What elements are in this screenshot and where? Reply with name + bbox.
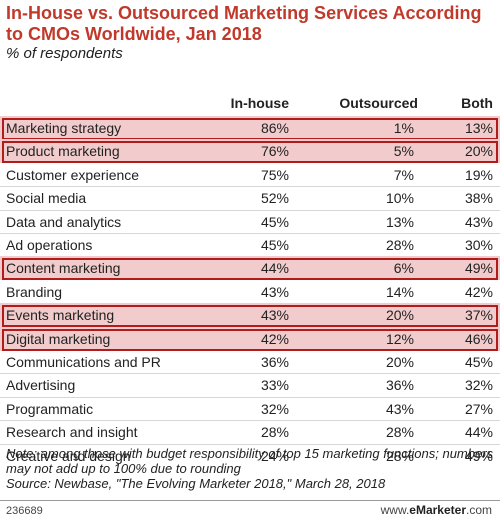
cell-outsourced: 28%: [385, 447, 414, 464]
cell-outsourced: 7%: [393, 166, 414, 183]
cell-in-house: 45%: [260, 213, 289, 230]
row-label: Marketing strategy: [6, 120, 122, 136]
cell-in-house: 42%: [260, 330, 289, 347]
row-divider: [0, 209, 500, 211]
cell-in-house: 44%: [260, 260, 289, 277]
row-label: Communications and PR: [6, 354, 161, 370]
row-label: Content marketing: [6, 260, 121, 277]
cell-both: 37%: [464, 307, 493, 324]
row-label: Digital marketing: [6, 330, 111, 347]
footer-divider: [0, 500, 500, 501]
row-label: Customer experience: [6, 166, 140, 183]
cell-both: 46%: [464, 330, 493, 347]
table-row: Research and insight 28% 28% 44%: [0, 420, 500, 444]
cell-in-house: 76%: [260, 143, 289, 160]
chart-note: Note: among those with budget responsibi…: [6, 446, 496, 491]
row-divider: [0, 396, 500, 398]
table-row: Advertising 33% 36% 32%: [0, 373, 500, 397]
row-label: Research and insight: [6, 424, 138, 441]
table-row: Product marketing 76% 5% 20%: [0, 139, 500, 164]
table-row: Social media 52% 10% 38%: [0, 186, 500, 210]
cell-in-house: 43%: [260, 283, 289, 300]
cell-outsourced: 28%: [385, 424, 414, 441]
table-row: Digital marketing 42% 12% 46%: [0, 326, 500, 351]
table-row: Branding 43% 14% 42%: [0, 280, 500, 304]
cell-in-house: 86%: [260, 120, 289, 136]
row-label: Programmatic: [6, 400, 94, 417]
cell-both: 44%: [464, 424, 493, 441]
table-row: Content marketing 44% 6% 49%: [0, 256, 500, 281]
cell-in-house: 45%: [260, 237, 289, 253]
chart-subtitle: % of respondents: [6, 45, 123, 62]
cell-both: 45%: [464, 354, 493, 370]
cell-in-house: 36%: [260, 354, 289, 370]
column-header-in-house: In-house: [230, 95, 289, 111]
row-label: Social media: [6, 190, 87, 207]
cell-in-house: 28%: [260, 424, 289, 441]
row-label: Advertising: [6, 377, 76, 394]
cell-outsourced: 6%: [393, 260, 414, 277]
cell-outsourced: 5%: [393, 143, 414, 160]
cell-outsourced: 20%: [385, 354, 414, 370]
cell-in-house: 24%: [260, 447, 289, 464]
cell-both: 42%: [464, 283, 493, 300]
table-row: Customer experience 75% 7% 19%: [0, 163, 500, 187]
cell-both: 13%: [464, 120, 493, 136]
row-divider: [0, 420, 500, 422]
source-text: Source: Newbase, "The Evolving Marketer …: [6, 476, 386, 491]
row-label: Data and analytics: [6, 213, 122, 230]
cell-both: 19%: [464, 166, 493, 183]
table-row: Ad operations 45% 28% 30%: [0, 233, 500, 257]
cell-outsourced: 12%: [385, 330, 414, 347]
cell-in-house: 32%: [260, 400, 289, 417]
cell-both: 43%: [464, 213, 493, 230]
row-label: Product marketing: [6, 143, 120, 160]
cell-outsourced: 20%: [385, 307, 414, 324]
brand-name: eMarketer: [409, 503, 466, 517]
cell-both: 27%: [464, 400, 493, 417]
cell-in-house: 33%: [260, 377, 289, 394]
table-row: Creative and design 24% 28% 49%: [0, 444, 500, 468]
table-row: Communications and PR 36% 20% 45%: [0, 350, 500, 374]
cell-outsourced: 43%: [385, 400, 414, 417]
brand-prefix: www.: [380, 503, 410, 517]
table-row: Programmatic 32% 43% 27%: [0, 397, 500, 421]
table-header: In-house Outsourced Both: [0, 93, 500, 113]
row-label: Branding: [6, 283, 63, 300]
cell-both: 30%: [464, 237, 493, 253]
brand-suffix: .com: [465, 503, 492, 517]
chart-id: 236689: [6, 505, 43, 517]
column-header-both: Both: [461, 95, 493, 111]
note-text: Note: among those with budget responsibi…: [6, 446, 494, 476]
cell-in-house: 43%: [260, 307, 289, 324]
row-divider: [0, 186, 500, 188]
cell-both: 32%: [464, 377, 493, 394]
row-label: Events marketing: [6, 307, 115, 324]
cell-in-house: 75%: [260, 166, 289, 183]
table-row: Data and analytics 45% 13% 43%: [0, 210, 500, 234]
brand-logo: www.eMarketer.com: [381, 502, 492, 518]
chart-title: In-House vs. Outsourced Marketing Servic…: [6, 3, 482, 44]
row-divider: [0, 373, 500, 375]
table-row: Events marketing 43% 20% 37%: [0, 303, 500, 328]
column-header-outsourced: Outsourced: [339, 95, 418, 111]
cell-both: 38%: [464, 190, 493, 207]
cell-outsourced: 36%: [385, 377, 414, 394]
cell-both: 49%: [464, 260, 493, 277]
row-divider: [0, 233, 500, 234]
row-label: Creative and design: [6, 447, 131, 464]
cell-outsourced: 1%: [393, 120, 414, 136]
row-label: Ad operations: [6, 237, 93, 253]
cell-outsourced: 13%: [385, 213, 414, 230]
cell-outsourced: 14%: [385, 283, 414, 300]
cell-in-house: 52%: [260, 190, 289, 207]
cell-outsourced: 10%: [385, 190, 414, 207]
cell-outsourced: 28%: [385, 237, 414, 253]
cell-both: 20%: [464, 143, 493, 160]
cell-both: 49%: [464, 447, 493, 464]
table-row: Marketing strategy 86% 1% 13%: [0, 116, 500, 140]
row-divider: [0, 443, 500, 445]
